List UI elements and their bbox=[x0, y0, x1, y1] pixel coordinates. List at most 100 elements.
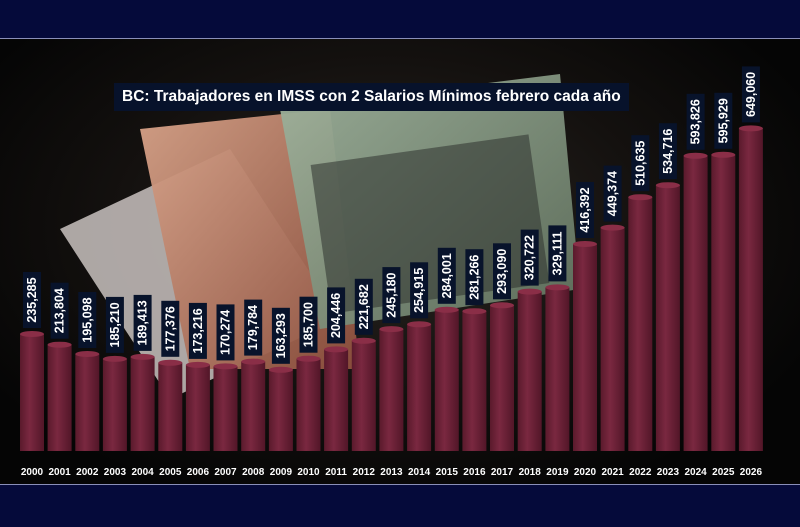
bar-2009 bbox=[268, 369, 293, 451]
data-label-2023: 534,716 bbox=[661, 129, 675, 174]
data-label-2016: 281,266 bbox=[467, 255, 481, 300]
chart-title: BC: Trabajadores en IMSS con 2 Salarios … bbox=[114, 83, 629, 111]
x-tick-2022: 2022 bbox=[629, 467, 652, 478]
bar-2014 bbox=[407, 324, 432, 451]
data-label-box-2022 bbox=[631, 135, 650, 192]
data-label-2006: 173,216 bbox=[191, 308, 205, 353]
x-tick-2002: 2002 bbox=[76, 467, 99, 478]
bar-2004 bbox=[130, 356, 155, 451]
x-tick-2023: 2023 bbox=[657, 467, 680, 478]
data-label-box-2003 bbox=[105, 296, 124, 353]
bar-2026 bbox=[738, 128, 763, 451]
data-label-box-2010 bbox=[299, 296, 318, 353]
bar-cap-2006 bbox=[185, 361, 210, 368]
bar-2015 bbox=[434, 309, 459, 451]
bar-2011 bbox=[324, 349, 349, 451]
bar-cap-2000 bbox=[20, 331, 44, 337]
bar-2025 bbox=[711, 154, 736, 452]
x-tick-2006: 2006 bbox=[187, 467, 210, 478]
bar-cap-2022 bbox=[628, 194, 653, 201]
bar-cap-2004 bbox=[130, 353, 155, 360]
bars-layer bbox=[20, 125, 763, 452]
bar-cap-2011 bbox=[324, 346, 349, 353]
data-label-2003: 185,210 bbox=[108, 302, 122, 347]
data-label-box-2019 bbox=[548, 225, 567, 282]
x-tick-2017: 2017 bbox=[491, 467, 514, 478]
banknote-green-face bbox=[310, 134, 550, 314]
x-tick-2001: 2001 bbox=[48, 467, 71, 478]
data-label-box-2020 bbox=[576, 182, 594, 238]
data-label-2018: 320,722 bbox=[523, 235, 537, 280]
data-label-2009: 163,293 bbox=[274, 313, 288, 358]
x-tick-2000: 2000 bbox=[21, 467, 44, 478]
data-label-box-2004 bbox=[133, 294, 152, 351]
data-label-box-2016 bbox=[465, 249, 484, 306]
x-tick-2014: 2014 bbox=[408, 467, 431, 478]
data-label-box-2006 bbox=[188, 302, 207, 359]
x-tick-2008: 2008 bbox=[242, 467, 265, 478]
data-label-2024: 593,826 bbox=[689, 99, 703, 144]
bar-cap-2005 bbox=[158, 359, 183, 366]
x-tick-2020: 2020 bbox=[574, 467, 597, 478]
bar-cap-2024 bbox=[683, 152, 708, 159]
bar-2019 bbox=[545, 287, 570, 451]
x-tick-2013: 2013 bbox=[380, 467, 403, 478]
x-tick-2019: 2019 bbox=[546, 467, 569, 478]
bar-2022 bbox=[628, 197, 653, 451]
x-tick-2016: 2016 bbox=[463, 467, 486, 478]
data-label-box-2005 bbox=[161, 300, 180, 357]
bar-cap-2019 bbox=[545, 284, 570, 291]
x-tick-2010: 2010 bbox=[297, 467, 320, 478]
data-label-2000: 235,285 bbox=[25, 277, 39, 322]
bar-cap-2010 bbox=[296, 355, 321, 362]
data-label-box-2000 bbox=[23, 272, 41, 328]
data-label-2014: 254,915 bbox=[412, 268, 426, 313]
bar-cap-2001 bbox=[47, 341, 72, 348]
x-tick-2012: 2012 bbox=[353, 467, 376, 478]
data-label-2007: 170,274 bbox=[219, 310, 233, 355]
bottom-band bbox=[0, 484, 800, 527]
data-label-2017: 293,090 bbox=[495, 249, 509, 294]
bar-cap-2007 bbox=[213, 363, 238, 370]
x-tick-2009: 2009 bbox=[270, 467, 293, 478]
bar-2005 bbox=[158, 362, 183, 451]
x-tick-2024: 2024 bbox=[684, 467, 707, 478]
bar-2017 bbox=[490, 305, 514, 451]
bar-cap-2002 bbox=[75, 351, 100, 357]
x-tick-2004: 2004 bbox=[131, 467, 154, 478]
data-label-box-2012 bbox=[354, 278, 373, 335]
top-band bbox=[0, 0, 800, 39]
bar-cap-2025 bbox=[711, 151, 736, 158]
data-label-box-2018 bbox=[520, 229, 539, 286]
bar-2012 bbox=[351, 340, 376, 451]
data-label-box-2007 bbox=[216, 304, 235, 361]
data-label-box-2001 bbox=[50, 282, 69, 339]
data-label-2026: 649,060 bbox=[744, 72, 758, 117]
x-tick-2021: 2021 bbox=[601, 467, 624, 478]
data-label-box-2015 bbox=[437, 247, 456, 304]
x-tick-2003: 2003 bbox=[104, 467, 127, 478]
bar-cap-2023 bbox=[655, 182, 680, 189]
bar-cap-2021 bbox=[600, 224, 625, 231]
bar-2018 bbox=[517, 291, 542, 451]
data-label-box-2002 bbox=[78, 292, 97, 348]
data-label-2019: 329,111 bbox=[550, 231, 564, 275]
data-label-2025: 595,929 bbox=[716, 98, 730, 143]
bar-cap-2020 bbox=[573, 241, 597, 247]
data-label-box-2026 bbox=[741, 66, 760, 123]
bar-cap-2003 bbox=[102, 355, 127, 362]
x-tick-2007: 2007 bbox=[214, 467, 237, 478]
data-label-box-2013 bbox=[382, 267, 401, 324]
bar-chart: 235,285 213,804 195,098 185,210 189,413 177,3… bbox=[20, 66, 763, 478]
data-label-2002: 195,098 bbox=[80, 297, 94, 342]
bar-2006 bbox=[185, 364, 210, 451]
bar-cap-2009 bbox=[268, 366, 293, 373]
data-labels-layer: 235,285 213,804 195,098 185,210 189,413 177,3… bbox=[23, 66, 760, 364]
bar-2020 bbox=[573, 244, 597, 451]
data-label-2008: 179,784 bbox=[246, 305, 260, 350]
data-label-2020: 416,392 bbox=[578, 187, 592, 232]
x-tick-2011: 2011 bbox=[325, 467, 347, 478]
bar-cap-2015 bbox=[434, 306, 459, 313]
bar-cap-2014 bbox=[407, 321, 432, 328]
